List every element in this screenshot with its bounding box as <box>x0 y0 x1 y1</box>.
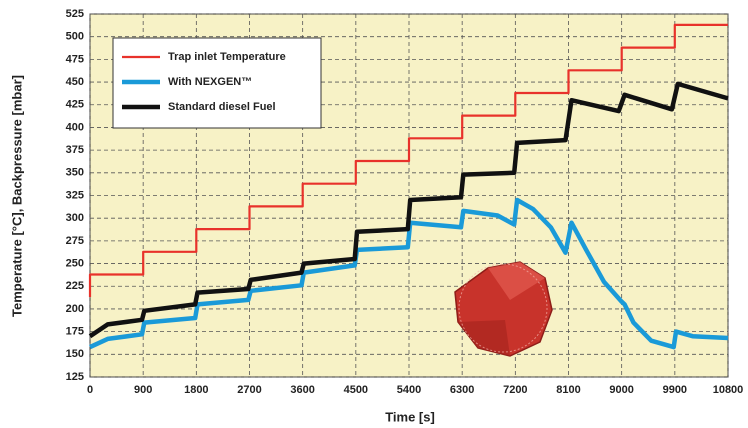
y-axis-label: Temperature [°C], Backpressure [mbar] <box>9 75 24 317</box>
x-tick-label: 4500 <box>344 384 368 396</box>
y-tick-label: 200 <box>66 303 84 315</box>
legend-label: With NEXGEN™ <box>168 76 252 88</box>
legend: Trap inlet Temperature With NEXGEN™ Standa… <box>112 37 322 129</box>
x-tick-label: 9900 <box>663 384 687 396</box>
x-axis-label: Time [s] <box>385 409 435 424</box>
y-tick-label: 350 <box>66 167 84 179</box>
y-tick-label: 375 <box>66 144 84 156</box>
y-tick-label: 225 <box>66 280 84 292</box>
y-tick-label: 125 <box>66 371 84 383</box>
x-tick-label: 7200 <box>503 384 527 396</box>
y-tick-label: 500 <box>66 31 84 43</box>
nanoparticle-image <box>454 261 553 357</box>
y-tick-label: 400 <box>66 121 84 133</box>
y-tick-label: 275 <box>66 235 84 247</box>
series-line <box>89 197 729 350</box>
x-tick-label: 8100 <box>556 384 580 396</box>
y-tick-label: 475 <box>66 53 84 65</box>
legend-label: Standard diesel Fuel <box>168 101 276 113</box>
lines <box>88 23 729 350</box>
x-tick-label: 3600 <box>290 384 314 396</box>
y-tick-label: 450 <box>66 76 84 88</box>
x-tick-label: 0 <box>87 384 93 396</box>
x-tick-label: 1800 <box>184 384 208 396</box>
y-tick-label: 425 <box>66 99 84 111</box>
x-tick-label: 9000 <box>609 384 633 396</box>
legend-label: Trap inlet Temperature <box>168 51 286 63</box>
x-tick-label: 2700 <box>237 384 261 396</box>
y-tick-label: 325 <box>66 189 84 201</box>
y-tick-label: 300 <box>66 212 84 224</box>
series-line <box>88 81 729 339</box>
x-tick-label: 5400 <box>397 384 421 396</box>
y-tick-label: 250 <box>66 257 84 269</box>
series-line <box>88 23 728 298</box>
y-tick-label: 175 <box>66 326 84 338</box>
y-tick-label: 150 <box>66 348 84 360</box>
y-tick-label: 525 <box>66 8 84 20</box>
x-tick-label: 6300 <box>450 384 474 396</box>
x-tick-label: 900 <box>134 384 152 396</box>
x-tick-label: 10800 <box>713 384 744 396</box>
